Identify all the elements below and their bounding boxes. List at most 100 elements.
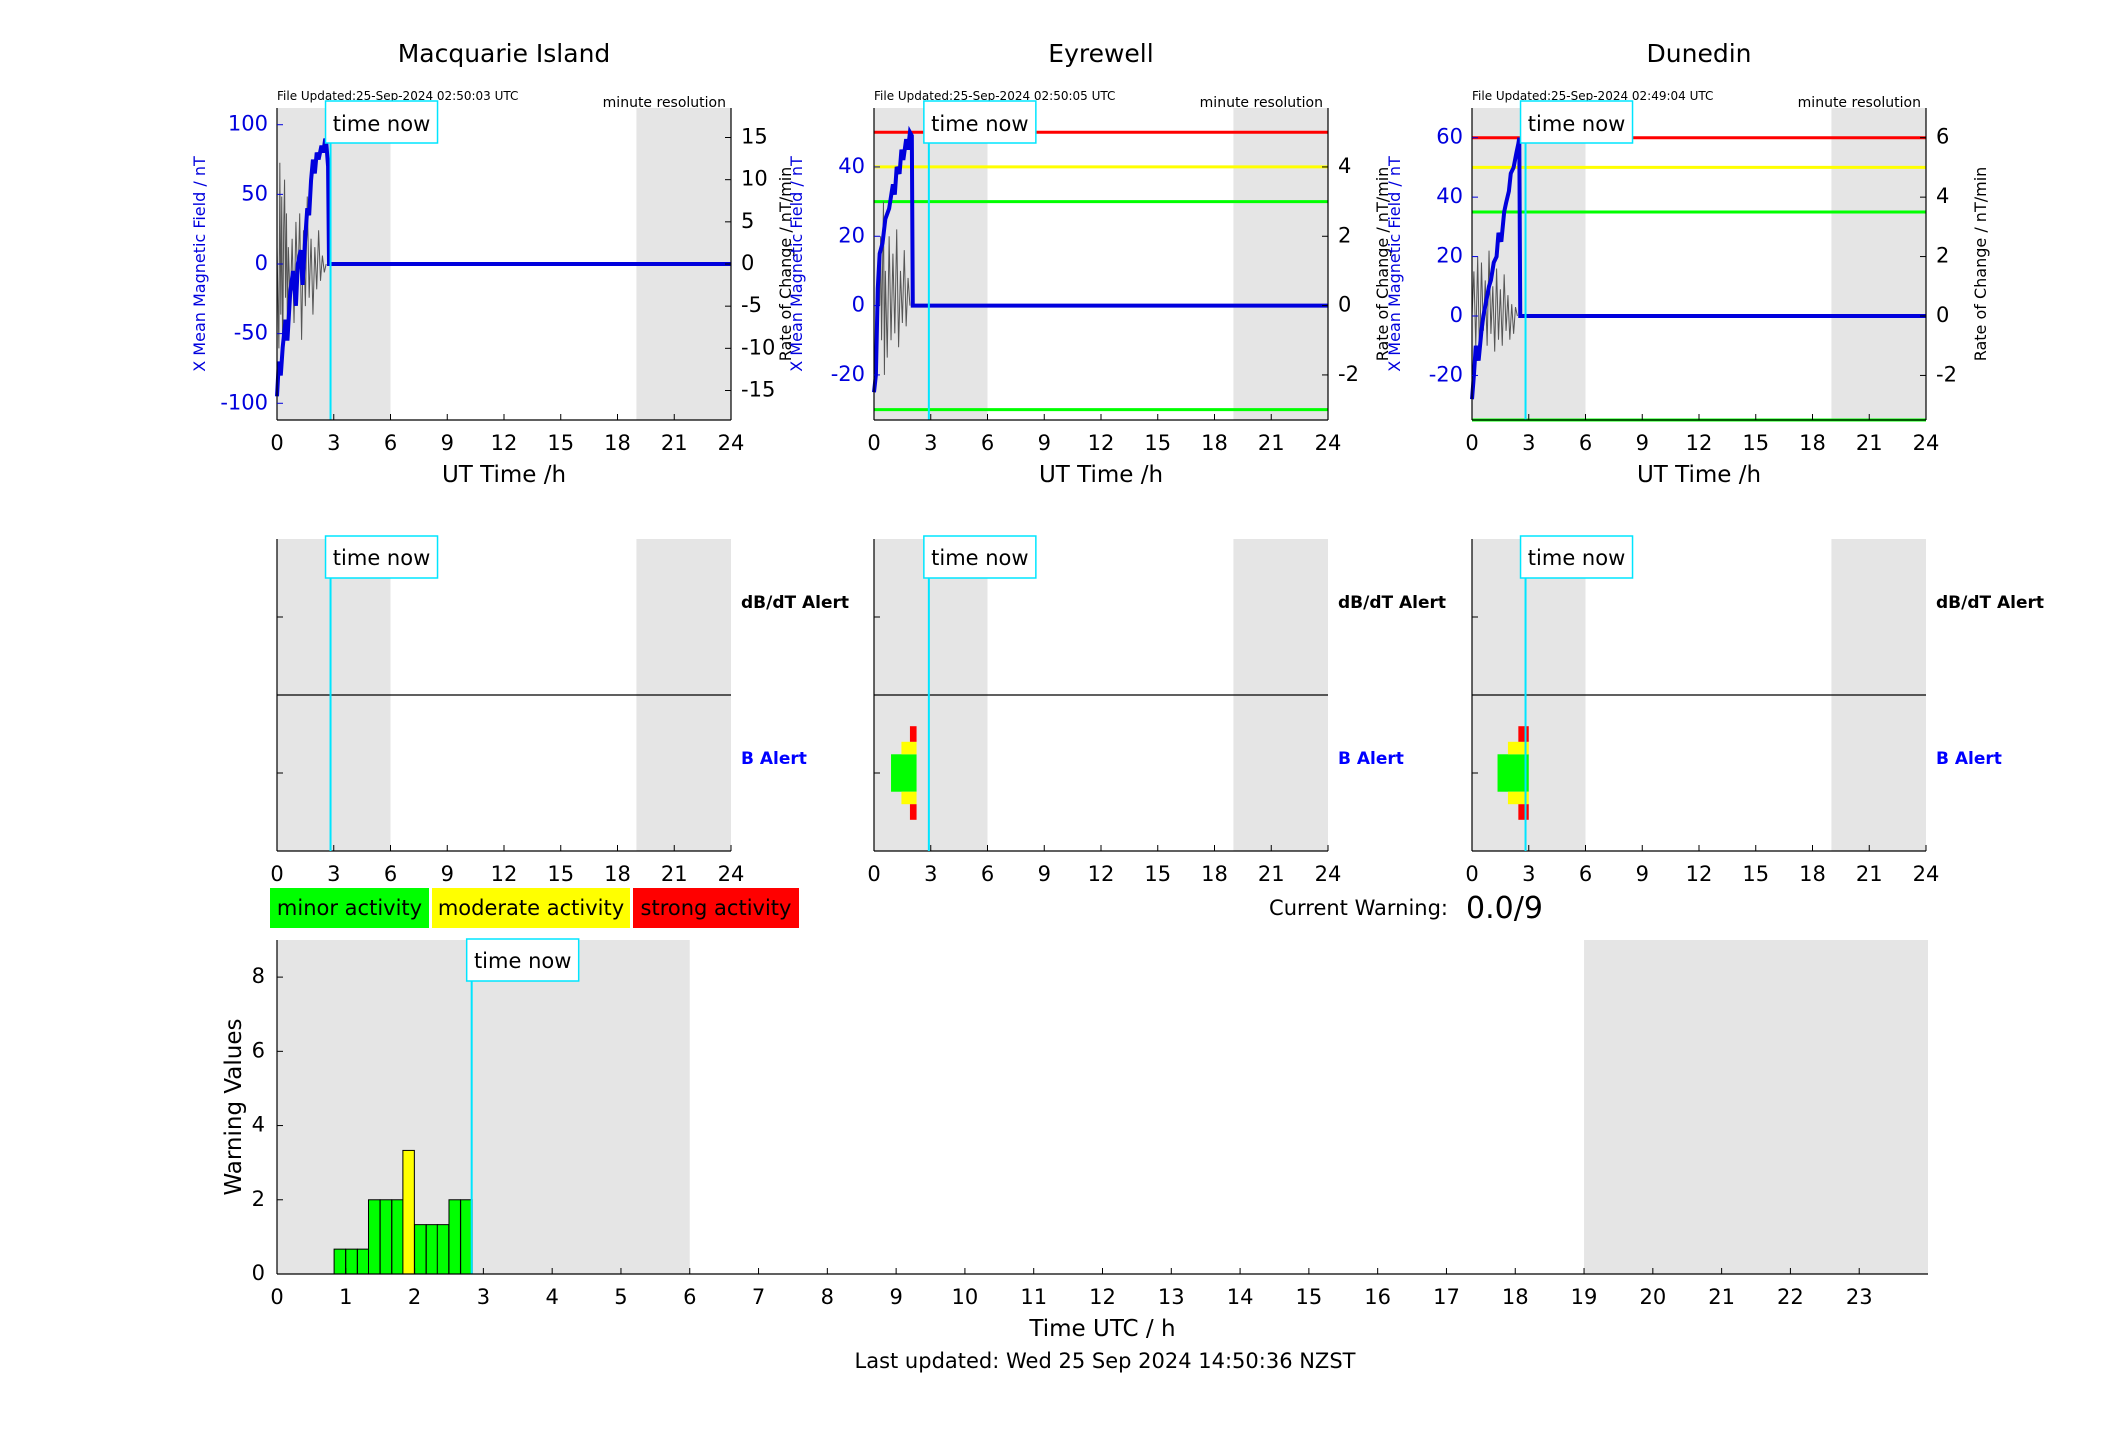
y-tick-label: 2 xyxy=(252,1187,265,1211)
y-left-tick-label: -20 xyxy=(831,362,865,386)
x-tick-label: 21 xyxy=(661,862,688,886)
file-updated-label: File Updated:25-Sep-2024 02:50:05 UTC xyxy=(874,89,1115,103)
x-tick-label: 7 xyxy=(752,1285,765,1309)
x-tick-label: 15 xyxy=(1742,431,1769,455)
night-shade-band xyxy=(1584,940,1928,1274)
x-axis-label: UT Time /h xyxy=(442,462,566,488)
b-alert-block xyxy=(1507,791,1529,805)
station-panel-macquarie: Macquarie Island File Updated:25-Sep-2024… xyxy=(190,39,849,886)
y-right-tick-label: -10 xyxy=(741,335,775,359)
x-tick-label: 9 xyxy=(441,431,454,455)
time-now-label: time now xyxy=(333,112,430,136)
current-warning: Current Warning: 0.0/9 xyxy=(1269,891,1543,926)
y-left-tick-label: -100 xyxy=(220,390,268,414)
magnetometer-plot-macquarie: Macquarie Island File Updated:25-Sep-2024… xyxy=(190,39,795,488)
x-tick-label: 13 xyxy=(1158,1285,1185,1309)
y-right-tick-label: 6 xyxy=(1936,125,1949,149)
legend-swatch xyxy=(270,888,429,928)
y-tick-label: 6 xyxy=(252,1038,265,1062)
y-right-tick-label: 15 xyxy=(741,125,768,149)
x-tick-label: 12 xyxy=(1089,1285,1116,1309)
legend-label: strong activity xyxy=(641,896,792,920)
x-tick-label: 19 xyxy=(1571,1285,1598,1309)
alert-plot-dunedin: time now 0 3 6 9 12 15 18 21 24 dB/dT Alert B Alert xyxy=(1465,535,2044,886)
y-right-tick-label: 4 xyxy=(1338,154,1351,178)
x-tick-label: 2 xyxy=(408,1285,421,1309)
time-now-box xyxy=(324,535,439,579)
y-right-tick-label: 2 xyxy=(1936,244,1949,268)
x-tick-label: 0 xyxy=(867,431,880,455)
y-left-axis-label: X Mean Magnetic Field / nT xyxy=(787,156,806,372)
b-alert-label: B Alert xyxy=(1936,749,2002,769)
db-alert-label: dB/dT Alert xyxy=(1338,593,1446,613)
x-tick-label: 17 xyxy=(1433,1285,1460,1309)
time-now-label: time now xyxy=(1528,112,1625,136)
alert-plot-macquarie: time now 0 3 6 9 12 15 18 21 24 dB/dT Alert B Alert xyxy=(270,535,849,886)
x-tick-label: 15 xyxy=(1296,1285,1323,1309)
b-alert-block xyxy=(1507,741,1529,755)
station-title: Dunedin xyxy=(1647,39,1752,68)
warning-bar xyxy=(379,1199,393,1275)
y-tick-label: 0 xyxy=(252,1261,265,1285)
magnetometer-plot-dunedin: Dunedin File Updated:25-Sep-2024 02:49:04… xyxy=(1385,39,1990,488)
x-tick-label: 6 xyxy=(683,1285,696,1309)
x-tick-label: 24 xyxy=(1913,431,1940,455)
y-left-tick-label: -20 xyxy=(1429,362,1463,386)
x-tick-label: 11 xyxy=(1020,1285,1047,1309)
warning-bar xyxy=(356,1248,370,1275)
x-tick-label: 18 xyxy=(1201,862,1228,886)
x-tick-label: 0 xyxy=(270,862,283,886)
station-title: Eyrewell xyxy=(1048,39,1153,68)
y-right-tick-label: 4 xyxy=(1936,184,1949,208)
x-tick-label: 24 xyxy=(718,431,745,455)
x-tick-label: 21 xyxy=(1258,862,1285,886)
x-axis-label: UT Time /h xyxy=(1637,462,1761,488)
y-left-tick-label: 50 xyxy=(241,181,268,205)
x-tick-label: 6 xyxy=(384,862,397,886)
legend-item: minor activity xyxy=(270,888,429,928)
y-right-tick-label: -2 xyxy=(1936,362,1957,386)
x-tick-label: 3 xyxy=(924,862,937,886)
y-right-axis-label: Rate of Change / nT/min xyxy=(776,167,795,362)
x-tick-label: 12 xyxy=(491,862,518,886)
x-tick-label: 6 xyxy=(1579,862,1592,886)
x-tick-label: 16 xyxy=(1364,1285,1391,1309)
mean-field-series xyxy=(275,137,731,397)
x-tick-label: 15 xyxy=(1742,862,1769,886)
b-alert-block xyxy=(909,804,917,820)
y-left-tick-label: 100 xyxy=(228,112,268,136)
station-panel-eyrewell: Eyrewell File Updated:25-Sep-2024 02:50:0… xyxy=(787,39,1446,886)
y-tick-label: 4 xyxy=(252,1113,265,1137)
x-tick-label: 21 xyxy=(1708,1285,1735,1309)
y-left-tick-label: 40 xyxy=(838,154,865,178)
mean-field-series xyxy=(1470,137,1926,400)
x-tick-label: 12 xyxy=(1686,431,1713,455)
night-shade-band xyxy=(1831,108,1926,420)
y-right-tick-label: -5 xyxy=(741,293,762,317)
b-alert-block xyxy=(1497,754,1529,792)
x-tick-label: 24 xyxy=(1913,862,1940,886)
x-tick-label: 6 xyxy=(981,431,994,455)
b-alert-block xyxy=(891,754,917,792)
alert-plot-eyrewell: time now 0 3 6 9 12 15 18 21 24 dB/dT Alert B Alert xyxy=(867,535,1446,886)
night-shade-band xyxy=(1472,108,1586,420)
legend-label: moderate activity xyxy=(438,896,624,920)
y-left-tick-label: 40 xyxy=(1436,184,1463,208)
x-tick-label: 9 xyxy=(1636,862,1649,886)
x-tick-label: 0 xyxy=(1465,862,1478,886)
night-shade-band xyxy=(874,108,988,420)
x-tick-label: 3 xyxy=(327,431,340,455)
magnetometer-plot-eyrewell: Eyrewell File Updated:25-Sep-2024 02:50:0… xyxy=(787,39,1392,488)
night-shade-band xyxy=(1233,108,1328,420)
x-tick-label: 18 xyxy=(1799,431,1826,455)
warning-bar xyxy=(460,1199,473,1275)
y-left-axis-label: X Mean Magnetic Field / nT xyxy=(190,156,209,372)
legend-swatch xyxy=(633,888,799,928)
x-tick-label: 0 xyxy=(867,862,880,886)
time-now-box xyxy=(1519,100,1634,144)
time-now-label: time now xyxy=(931,546,1028,570)
x-tick-label: 18 xyxy=(1201,431,1228,455)
db-alert-label: dB/dT Alert xyxy=(741,593,849,613)
